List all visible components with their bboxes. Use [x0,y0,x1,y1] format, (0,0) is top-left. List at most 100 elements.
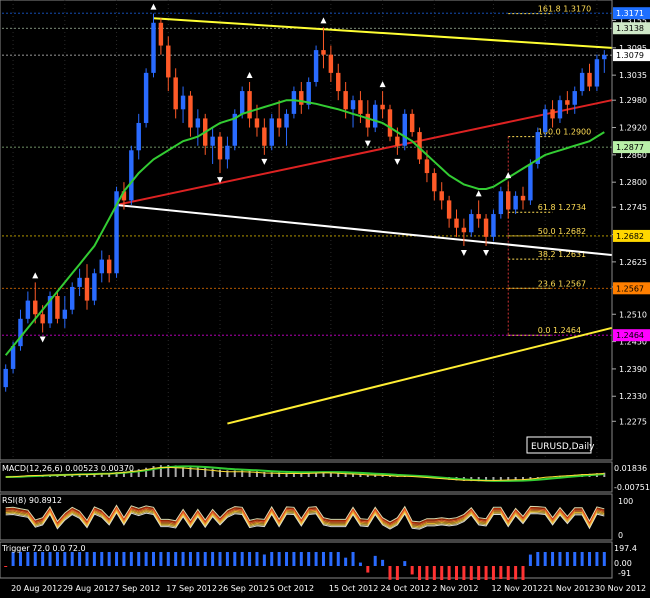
level-badge-label: 1.2682 [616,232,644,241]
trigger-bar [285,552,288,566]
candle-body [395,137,399,146]
candle-body [454,219,458,228]
candle-body [388,109,392,136]
rsi-label: RSI(8) 90.8912 [2,496,62,505]
candle-body [247,91,251,118]
trigger-bar [433,566,436,580]
candle [403,109,407,150]
candle-body [573,91,577,105]
fib-label: 0.0 1.2464 [538,326,581,335]
candle-body [85,278,89,301]
trigger-bar [307,552,310,566]
trigger-bar [551,552,554,566]
trigger-bar [315,552,318,566]
trigger-bar [211,552,214,566]
trigger-panel [0,542,612,578]
candle-body [3,369,7,387]
candle-body [284,114,288,128]
trigger-bar [418,566,421,580]
candle-body [181,96,185,110]
candle-body [366,114,370,128]
candle-body [92,273,96,300]
price-tick-label: 1.2510 [619,310,647,319]
trigger-bar [470,566,473,580]
level-badge-label: 1.2464 [616,331,644,340]
x-tick-label: 17 Sep 2012 [166,584,217,593]
candle [543,105,547,137]
candle-body [26,301,30,319]
trigger-bar [108,552,111,566]
candle-body [432,173,436,191]
candle [270,114,274,150]
rsi-scale-bottom: 0 [618,531,623,540]
x-tick-label: 30 Nov 2012 [595,584,646,593]
candle-body [521,196,525,201]
trigger-bar [255,552,258,566]
candle-body [358,100,362,114]
candle-body [410,114,414,132]
fib-label: 161.8 1.3170 [538,5,591,14]
candle-body [240,91,244,114]
trigger-bar [462,566,465,580]
trigger-bar [514,566,517,579]
x-tick-label: 20 Aug 2012 [11,584,62,593]
trigger-bar [56,552,59,566]
candle-body [336,73,340,91]
candle-body [107,260,111,274]
fib-label: 23.6 1.2567 [538,279,586,288]
macd-scale-bottom: -0.00751 [614,483,650,492]
trigger-bar [204,552,207,566]
trigger-bar [388,566,391,580]
trigger-bar [241,552,244,566]
trigger-bar [536,552,539,566]
trigger-bar [78,552,81,566]
trigger-bar [499,566,502,579]
trigger-bar [292,552,295,566]
candle [92,269,96,305]
candle-body [40,314,44,323]
trigger-bar [174,552,177,566]
trigger-bar [145,552,148,566]
candle [388,105,392,141]
trigger-bar [366,566,369,573]
rsi-scale-top: 100 [618,497,633,506]
candle [55,291,59,323]
candle-body [380,105,384,110]
candle-body [151,23,155,73]
candle-body [425,159,429,173]
trigger-bar [573,552,576,566]
trigger-bar [529,555,532,566]
trigger-bar [100,552,103,566]
candle-body [587,73,591,87]
trigger-bar [130,552,133,566]
main-panel-frame [0,0,612,460]
candle-body [595,59,599,86]
candle-body [484,219,488,237]
candle-body [210,137,214,146]
symbol-label: EURUSD,Daily [531,442,595,452]
trigger-bar [595,552,598,566]
candle-body [499,191,503,214]
trigger-bar [71,552,74,566]
price-tick-label: 1.2330 [619,392,647,401]
candle [306,77,310,109]
price-tick-label: 1.2920 [619,124,647,133]
candle-body [144,73,148,123]
candle-body [321,50,325,55]
trigger-bar [122,552,125,566]
x-tick-label: 26 Sep 2012 [218,584,269,593]
trigger-bar [492,566,495,580]
price-tick-label: 1.2980 [619,96,647,105]
candle-body [18,319,22,346]
trigger-bar [411,566,414,574]
level-badge-label: 1.3079 [616,51,644,60]
x-tick-label: 24 Oct 2012 [381,584,430,593]
candle-body [166,46,170,78]
fib-label: 61.8 1.2734 [538,203,586,212]
trigger-bar [19,552,22,566]
candle [373,100,377,132]
trigger-scale-top: 197.4 [614,544,637,553]
price-tick-label: 1.2745 [619,203,647,212]
candle [144,68,148,127]
